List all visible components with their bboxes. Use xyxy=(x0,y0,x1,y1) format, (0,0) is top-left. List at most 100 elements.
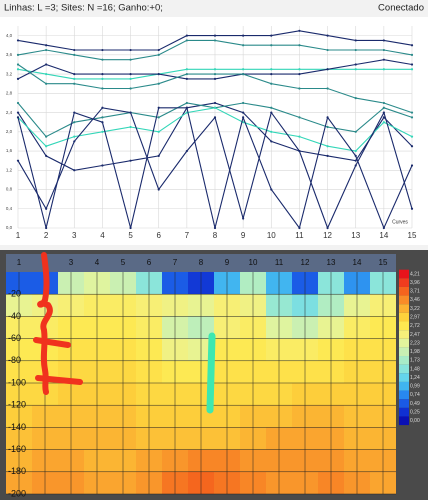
point xyxy=(129,48,132,52)
y-tick-label: 3,2 xyxy=(6,71,13,76)
x-tick-label: 14 xyxy=(353,258,362,267)
point xyxy=(101,130,104,133)
x-tick-label: 1 xyxy=(16,231,21,240)
x-tick-label: 4 xyxy=(100,231,105,240)
point xyxy=(298,44,301,47)
x-tick-label: 10 xyxy=(267,231,276,240)
point xyxy=(157,48,160,52)
colorbar-swatch xyxy=(399,330,409,339)
colorbar-label: 3,71 xyxy=(410,289,420,295)
point xyxy=(129,72,132,76)
line-chart: 0,00,40,81,21,62,02,42,83,23,64,01 2 3 4 5 6 7… xyxy=(6,26,417,240)
point xyxy=(157,154,160,157)
colorbar-swatch xyxy=(399,399,409,408)
point xyxy=(242,116,245,119)
point xyxy=(129,159,132,162)
point xyxy=(185,149,188,153)
colorbar-label: 0,49 xyxy=(410,401,420,407)
point xyxy=(298,135,301,138)
point xyxy=(270,34,273,37)
point xyxy=(45,145,48,148)
point xyxy=(326,116,329,119)
colorbar-label: 2,97 xyxy=(410,314,420,320)
colorbar-swatch xyxy=(399,416,409,426)
point xyxy=(45,48,48,52)
point xyxy=(242,217,245,220)
point xyxy=(73,121,76,124)
colorbar-label: 1,48 xyxy=(410,366,420,372)
point xyxy=(213,72,217,76)
point xyxy=(242,111,245,114)
point xyxy=(101,164,104,167)
point xyxy=(101,48,104,52)
point xyxy=(213,34,217,37)
point xyxy=(45,82,48,85)
colorbar-label: 1,98 xyxy=(410,349,420,355)
x-tick-label: 4 xyxy=(95,258,100,267)
point xyxy=(354,149,357,153)
point xyxy=(16,111,20,114)
point xyxy=(382,101,385,105)
point xyxy=(326,154,329,157)
point xyxy=(16,63,20,66)
point xyxy=(354,39,357,42)
point xyxy=(354,130,357,133)
x-tick-label: 13 xyxy=(327,258,336,267)
contour-chart: 1 2 3 4 5 6 7 8 9 10 11 12 13 14 15-20-40-60-80-100-12… xyxy=(6,254,420,498)
point xyxy=(298,29,301,32)
point xyxy=(270,82,273,85)
y-tick-label: -200 xyxy=(8,488,26,498)
point xyxy=(185,77,188,81)
colorbar-swatch xyxy=(399,338,409,348)
point xyxy=(213,116,217,119)
colorbar-label: 2,72 xyxy=(410,323,420,329)
point xyxy=(382,226,385,230)
x-tick-label: 3 xyxy=(69,258,74,267)
point xyxy=(73,77,76,81)
colorbar-label: 2,23 xyxy=(410,340,420,346)
point xyxy=(410,145,414,148)
x-tick-label: 6 xyxy=(156,231,161,240)
point xyxy=(213,68,217,71)
point xyxy=(101,106,104,109)
colorbar-swatch xyxy=(399,269,409,279)
x-tick-label: 11 xyxy=(295,231,304,240)
x-tick-label: 10 xyxy=(249,258,258,267)
point xyxy=(354,97,357,100)
colorbar-swatch xyxy=(399,381,409,391)
point xyxy=(382,68,385,71)
point xyxy=(270,140,273,143)
y-tick-label: -160 xyxy=(8,444,26,454)
point xyxy=(157,53,160,56)
line-panel xyxy=(0,17,428,245)
point xyxy=(298,149,301,153)
point xyxy=(73,111,76,114)
point xyxy=(410,44,414,47)
green-stroke xyxy=(206,332,216,414)
x-tick-label: 9 xyxy=(225,258,230,267)
colorbar-label: 0,74 xyxy=(410,392,420,398)
point xyxy=(382,121,385,124)
point xyxy=(16,77,20,81)
colorbar-swatch xyxy=(399,304,409,313)
point xyxy=(157,82,160,85)
x-tick-label: 12 xyxy=(323,231,332,240)
point xyxy=(382,106,385,109)
x-tick-label: 14 xyxy=(379,231,388,240)
point xyxy=(326,145,329,148)
point xyxy=(410,111,414,114)
x-tick-label: 15 xyxy=(408,231,417,240)
x-tick-label: 8 xyxy=(199,258,204,267)
point xyxy=(73,53,76,56)
point xyxy=(213,77,217,81)
point xyxy=(213,39,217,42)
point xyxy=(45,135,48,138)
point xyxy=(16,39,20,42)
colorbar-label: 3,46 xyxy=(410,297,420,303)
x-tick-label: 7 xyxy=(185,231,190,240)
y-tick-label: -120 xyxy=(8,400,26,410)
point xyxy=(213,101,217,105)
point xyxy=(45,63,48,66)
point xyxy=(185,68,188,71)
point xyxy=(410,116,414,119)
